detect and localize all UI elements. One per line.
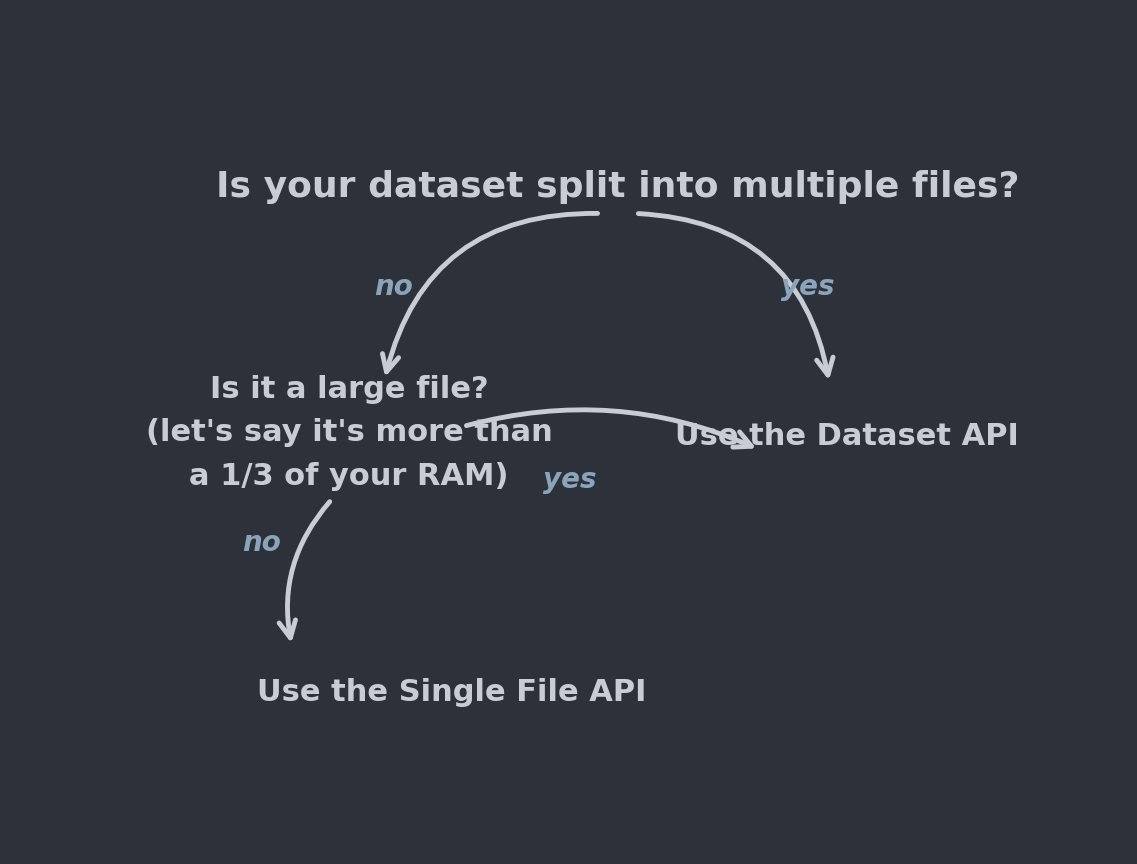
Text: Use the Single File API: Use the Single File API [257, 678, 646, 707]
Text: yes: yes [781, 273, 835, 301]
Text: Is it a large file?: Is it a large file? [210, 375, 489, 404]
Text: no: no [374, 273, 413, 301]
Text: no: no [242, 529, 281, 556]
Text: (let's say it's more than: (let's say it's more than [146, 418, 553, 448]
Text: Use the Dataset API: Use the Dataset API [675, 422, 1019, 451]
Text: yes: yes [542, 466, 596, 493]
Text: a 1/3 of your RAM): a 1/3 of your RAM) [190, 461, 509, 491]
Text: Is your dataset split into multiple files?: Is your dataset split into multiple file… [216, 170, 1020, 204]
